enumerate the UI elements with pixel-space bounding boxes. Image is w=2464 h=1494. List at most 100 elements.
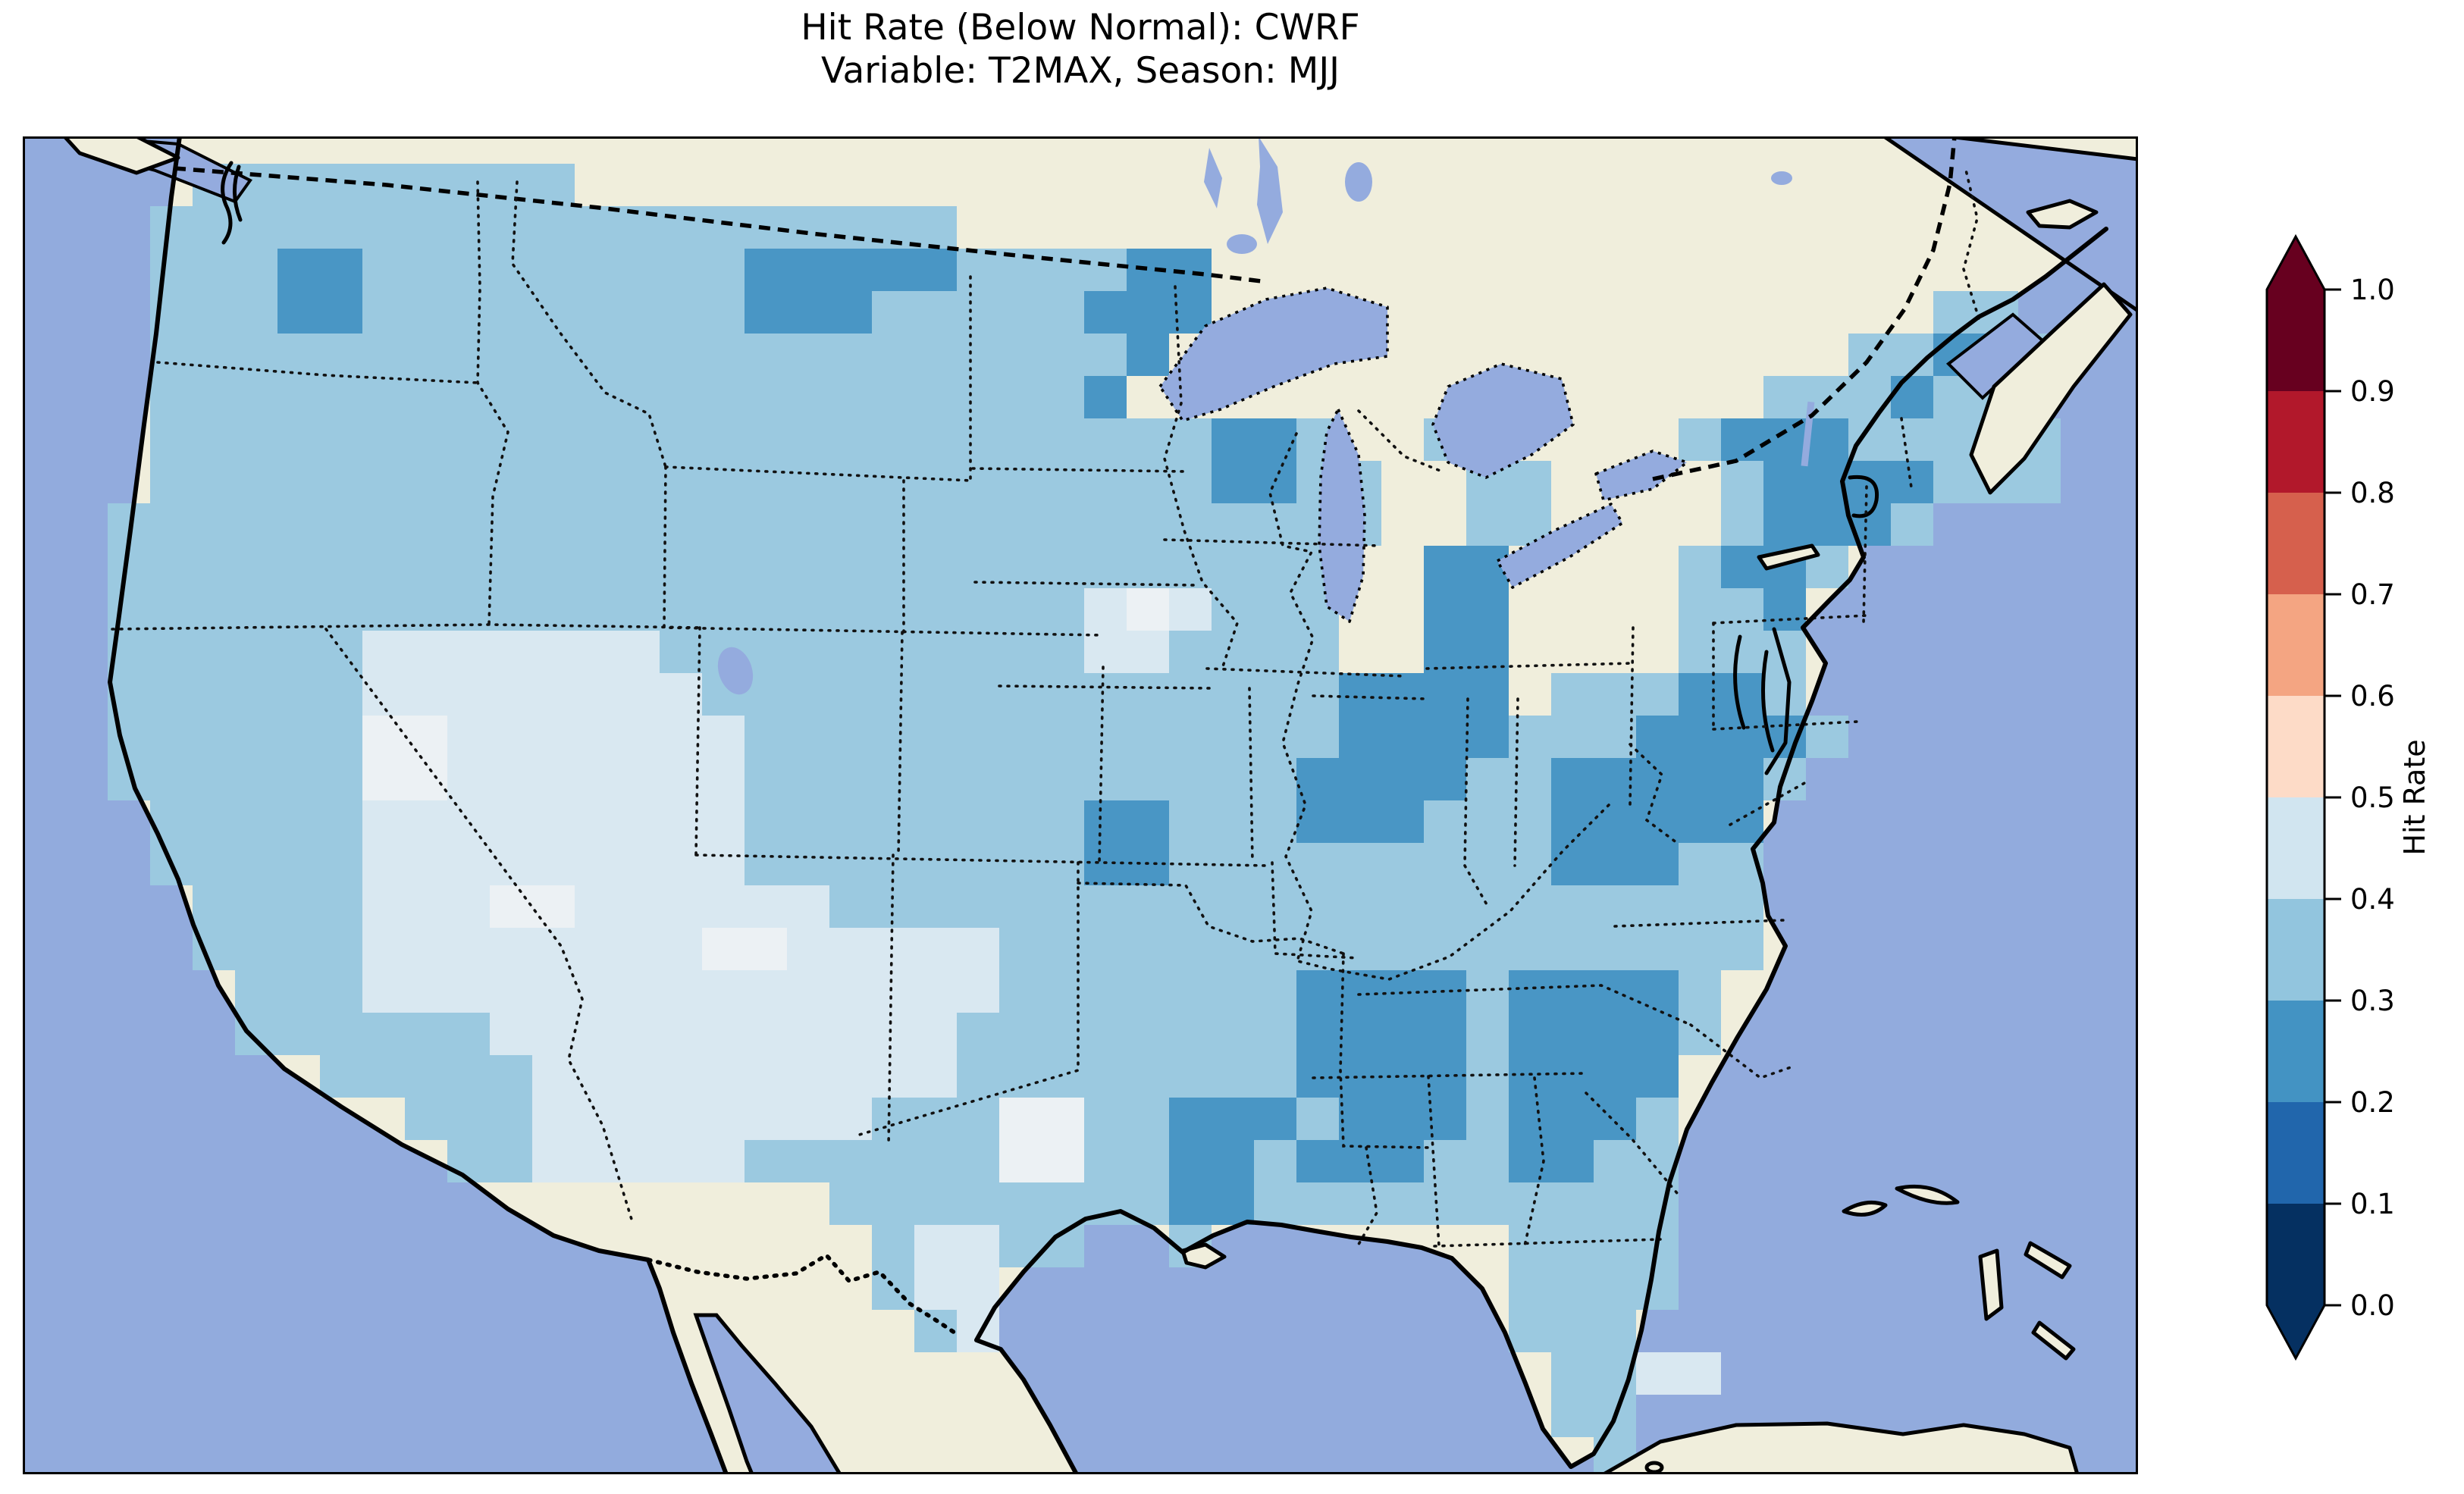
grid-cell bbox=[1212, 503, 1254, 546]
grid-cell bbox=[617, 673, 660, 716]
grid-cell bbox=[1084, 631, 1127, 673]
grid-cell bbox=[277, 206, 320, 249]
grid-cell bbox=[1212, 1013, 1254, 1055]
grid-cell bbox=[1594, 885, 1636, 928]
grid-cell bbox=[405, 291, 447, 334]
colorbar-tick-label: 0.3 bbox=[2350, 985, 2395, 1017]
grid-cell bbox=[1127, 970, 1169, 1013]
grid-cell bbox=[362, 631, 405, 673]
grid-cell bbox=[1424, 843, 1466, 885]
grid-cell bbox=[617, 1055, 660, 1098]
grid-cell bbox=[362, 376, 405, 418]
grid-cell bbox=[1933, 461, 1976, 503]
grid-cell bbox=[277, 843, 320, 885]
grid-cell bbox=[999, 800, 1042, 843]
grid-cell bbox=[575, 631, 617, 673]
grid-cell bbox=[1721, 588, 1763, 631]
grid-cell bbox=[108, 588, 150, 631]
grid-cell bbox=[999, 503, 1042, 546]
grid-cell bbox=[1084, 800, 1127, 843]
grid-cell bbox=[1127, 716, 1169, 758]
grid-cell bbox=[362, 673, 405, 716]
grid-cell bbox=[1466, 843, 1509, 885]
grid-cell bbox=[1763, 461, 1806, 503]
grid-cell bbox=[1212, 673, 1254, 716]
grid-cell bbox=[617, 928, 660, 970]
grid-cell bbox=[787, 206, 829, 249]
grid-cell bbox=[745, 758, 787, 800]
grid-cell bbox=[447, 673, 490, 716]
grid-cell bbox=[999, 291, 1042, 334]
grid-cell bbox=[1424, 885, 1466, 928]
grid-cell bbox=[1127, 334, 1169, 376]
grid-cell bbox=[957, 1182, 999, 1225]
vancouver-island bbox=[62, 136, 180, 175]
grid-cell bbox=[999, 928, 1042, 970]
grid-cell bbox=[702, 418, 745, 461]
grid-cell bbox=[1551, 1267, 1594, 1310]
grid-cell bbox=[1084, 673, 1127, 716]
grid-cell bbox=[320, 1055, 362, 1098]
grid-cell bbox=[405, 1013, 447, 1055]
colorbar-bin bbox=[2267, 797, 2324, 900]
figure-title: Hit Rate (Below Normal): CWRF Variable: … bbox=[23, 6, 2138, 92]
grid-cell bbox=[1721, 758, 1763, 800]
grid-cell bbox=[1848, 376, 1891, 418]
grid-cell bbox=[1381, 800, 1424, 843]
grid-cell bbox=[1381, 673, 1424, 716]
grid-cell bbox=[617, 291, 660, 334]
grid-cell bbox=[999, 1182, 1042, 1225]
grid-cell bbox=[1424, 546, 1466, 588]
grid-cell bbox=[957, 461, 999, 503]
grid-cell bbox=[957, 673, 999, 716]
lake-of-the-woods bbox=[1227, 234, 1257, 254]
grid-cell bbox=[320, 758, 362, 800]
colorbar-bin bbox=[2267, 696, 2324, 798]
grid-cell bbox=[745, 376, 787, 418]
grid-cell bbox=[447, 716, 490, 758]
grid-cell bbox=[1679, 970, 1721, 1013]
grid-cell bbox=[829, 928, 872, 970]
grid-cell bbox=[362, 970, 405, 1013]
grid-cell bbox=[320, 206, 362, 249]
grid-cell bbox=[957, 716, 999, 758]
grid-cell bbox=[447, 334, 490, 376]
grid-cell bbox=[532, 1055, 575, 1098]
grid-cell bbox=[1551, 800, 1594, 843]
grid-cell bbox=[660, 503, 702, 546]
great-lakes-group bbox=[1158, 287, 1688, 623]
grid-cell bbox=[745, 588, 787, 631]
grid-cell bbox=[362, 885, 405, 928]
grid-cell bbox=[490, 546, 532, 588]
grid-cell bbox=[660, 418, 702, 461]
grid-cell bbox=[745, 418, 787, 461]
grid-cell bbox=[1042, 673, 1084, 716]
grid-cell bbox=[447, 1055, 490, 1098]
grid-cell bbox=[914, 928, 957, 970]
grid-cell bbox=[914, 334, 957, 376]
grid-cell bbox=[1212, 588, 1254, 631]
state-borders bbox=[111, 165, 1980, 1251]
grid-cell bbox=[829, 758, 872, 800]
grid-cell bbox=[1296, 673, 1339, 716]
grid-cell bbox=[1509, 461, 1551, 503]
colorbar-bin bbox=[2267, 290, 2324, 392]
grid-cell bbox=[320, 885, 362, 928]
grid-cell bbox=[872, 1140, 914, 1182]
grid-cell bbox=[1381, 843, 1424, 885]
grid-cell bbox=[447, 758, 490, 800]
grid-cell bbox=[702, 249, 745, 291]
grid-cell bbox=[957, 1225, 999, 1267]
grid-cell bbox=[702, 291, 745, 334]
grid-cell bbox=[532, 206, 575, 249]
grid-cell bbox=[1424, 758, 1466, 800]
grid-cell bbox=[235, 673, 277, 716]
grid-cell bbox=[1127, 758, 1169, 800]
grid-cell bbox=[1466, 928, 1509, 970]
grid-cell bbox=[872, 546, 914, 588]
grid-cell bbox=[914, 1055, 957, 1098]
islands-group bbox=[62, 136, 2133, 1474]
grid-cell bbox=[787, 885, 829, 928]
grid-cell bbox=[617, 588, 660, 631]
grid-cell bbox=[447, 800, 490, 843]
